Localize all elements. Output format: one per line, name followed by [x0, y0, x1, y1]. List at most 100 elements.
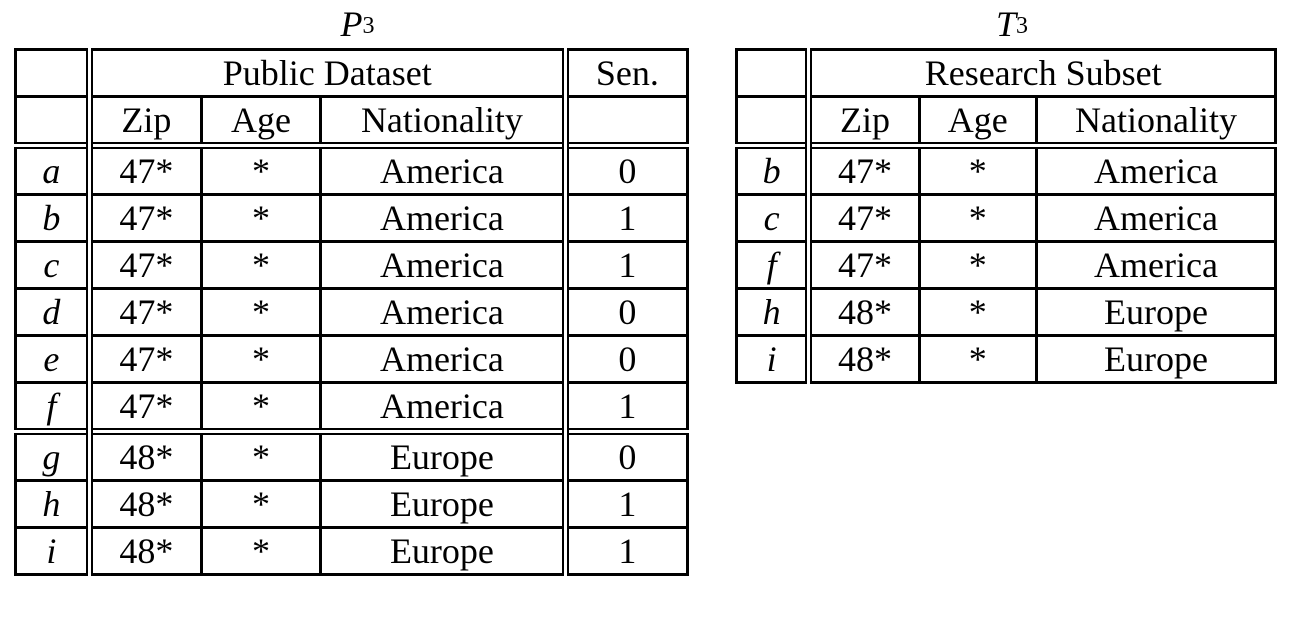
public-dataset-caption: P * 3: [14, 0, 689, 48]
group-header-row: Research Subset: [734, 48, 1277, 98]
row-label: a: [14, 142, 91, 196]
group-header-row: Public Dataset Sen.: [14, 48, 690, 98]
group-header-public: Public Dataset: [85, 48, 567, 98]
table-row: g 48* * Europe 0: [14, 428, 690, 482]
table-row: f 47* * America: [734, 240, 1278, 290]
column-header-nationality: Nationality: [319, 95, 567, 147]
cell-sensitive: 1: [561, 479, 690, 529]
cell-age: *: [917, 193, 1038, 243]
row-label: b: [14, 193, 91, 243]
cell-sensitive: 0: [561, 334, 690, 384]
cell-nationality: America: [319, 142, 567, 196]
table-row: d 47* * America 0: [14, 287, 690, 337]
cell-sensitive: 1: [561, 526, 690, 576]
research-subset-caption: T * 3: [735, 0, 1277, 48]
cell-zip: 48*: [805, 334, 921, 384]
cell-nationality: America: [319, 193, 567, 243]
caption-subscript: 3: [1016, 13, 1029, 39]
caption-subscript: 3: [362, 13, 375, 39]
cell-zip: 47*: [85, 287, 203, 337]
column-header-zip: Zip: [805, 95, 921, 147]
cell-zip: 48*: [85, 428, 203, 482]
cell-sensitive: 0: [561, 428, 690, 482]
cell-zip: 47*: [805, 142, 921, 196]
column-header-age: Age: [199, 95, 323, 147]
column-header-row: Zip Age Nationality: [14, 95, 690, 147]
header-blank-cell: [561, 95, 690, 147]
cell-sensitive: 1: [561, 193, 690, 243]
cell-age: *: [917, 334, 1038, 384]
cell-zip: 48*: [805, 287, 921, 337]
cell-nationality: Europe: [1034, 287, 1278, 337]
row-label: d: [14, 287, 91, 337]
row-label: c: [734, 193, 811, 243]
cell-sensitive: 1: [561, 240, 690, 290]
row-label: f: [734, 240, 811, 290]
column-header-nationality: Nationality: [1034, 95, 1278, 147]
column-header-zip: Zip: [85, 95, 203, 147]
caption-symbol: T: [995, 4, 1017, 44]
cell-zip: 47*: [85, 193, 203, 243]
row-label: e: [14, 334, 91, 384]
cell-zip: 48*: [85, 526, 203, 576]
row-label: i: [734, 334, 811, 384]
group-header-sensitive: Sen.: [561, 48, 690, 98]
cell-age: *: [917, 240, 1038, 290]
row-label: h: [734, 287, 811, 337]
table-row: c 47* * America: [734, 193, 1278, 243]
cell-age: *: [199, 428, 323, 482]
cell-nationality: Europe: [1034, 334, 1278, 384]
cell-sensitive: 0: [561, 287, 690, 337]
table-row: f 47* * America 1: [14, 381, 690, 433]
cell-zip: 47*: [85, 381, 203, 433]
caption-symbol: P: [340, 4, 363, 44]
row-label: i: [14, 526, 91, 576]
cell-zip: 48*: [85, 479, 203, 529]
cell-age: *: [199, 193, 323, 243]
cell-zip: 47*: [85, 142, 203, 196]
cell-age: *: [199, 240, 323, 290]
group-header-research: Research Subset: [805, 48, 1277, 98]
header-blank-cell: [734, 95, 811, 147]
cell-nationality: America: [1034, 193, 1278, 243]
cell-nationality: Europe: [319, 428, 567, 482]
cell-age: *: [199, 381, 323, 433]
table-row: b 47* * America 1: [14, 193, 690, 243]
caption-superscript: *: [363, 0, 375, 10]
cell-nationality: America: [319, 334, 567, 384]
row-label: c: [14, 240, 91, 290]
header-blank-cell: [734, 48, 811, 98]
column-header-row: Zip Age Nationality: [734, 95, 1278, 147]
public-dataset-figure: P * 3 Public Dataset Sen. Zip Age Nation…: [14, 0, 690, 576]
cell-nationality: America: [1034, 142, 1278, 196]
table-row: c 47* * America 1: [14, 240, 690, 290]
row-label: b: [734, 142, 811, 196]
table-row: i 48* * Europe 1: [14, 526, 690, 576]
cell-zip: 47*: [85, 240, 203, 290]
cell-nationality: Europe: [319, 526, 567, 576]
cell-age: *: [917, 142, 1038, 196]
cell-age: *: [199, 479, 323, 529]
cell-nationality: America: [319, 287, 567, 337]
cell-sensitive: 0: [561, 142, 690, 196]
cell-nationality: America: [319, 240, 567, 290]
table-row: b 47* * America: [734, 142, 1278, 196]
cell-age: *: [199, 526, 323, 576]
cell-age: *: [917, 287, 1038, 337]
table-row: h 48* * Europe: [734, 287, 1278, 337]
cell-sensitive: 1: [561, 381, 690, 433]
table-row: h 48* * Europe 1: [14, 479, 690, 529]
caption-superscript: *: [1016, 0, 1028, 10]
header-blank-cell: [14, 48, 91, 98]
table-row: a 47* * America 0: [14, 142, 690, 196]
cell-nationality: America: [319, 381, 567, 433]
table-row: i 48* * Europe: [734, 334, 1278, 384]
cell-zip: 47*: [805, 240, 921, 290]
row-label: g: [14, 428, 91, 482]
cell-zip: 47*: [805, 193, 921, 243]
cell-age: *: [199, 334, 323, 384]
cell-nationality: America: [1034, 240, 1278, 290]
public-dataset-table: Public Dataset Sen. Zip Age Nationality …: [14, 48, 690, 576]
row-label: f: [14, 381, 91, 433]
research-subset-figure: T * 3 Research Subset Zip Age Nationalit…: [734, 0, 1278, 384]
